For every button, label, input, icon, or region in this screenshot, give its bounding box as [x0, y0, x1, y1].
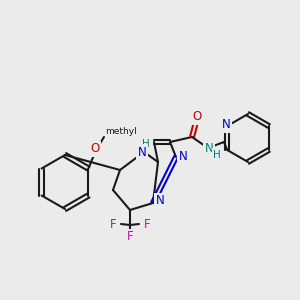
Text: N: N: [178, 149, 188, 163]
Text: O: O: [90, 142, 100, 155]
Text: N: N: [156, 194, 164, 208]
Text: methyl: methyl: [105, 127, 137, 136]
Text: H: H: [213, 150, 221, 160]
Text: F: F: [127, 230, 133, 244]
Text: H: H: [142, 139, 150, 149]
Text: F: F: [144, 218, 150, 232]
Text: N: N: [138, 146, 146, 158]
Text: O: O: [192, 110, 202, 124]
Text: N: N: [222, 118, 231, 131]
Text: N: N: [205, 142, 213, 154]
Text: F: F: [110, 218, 116, 232]
